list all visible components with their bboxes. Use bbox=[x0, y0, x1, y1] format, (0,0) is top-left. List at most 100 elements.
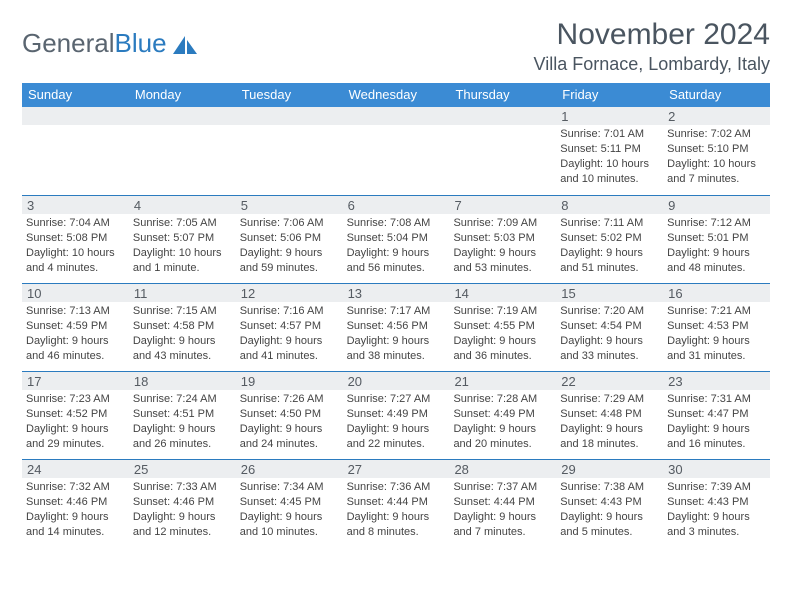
daylight-text: Daylight: 9 hours and 5 minutes. bbox=[560, 510, 659, 540]
day-cell: 30Sunrise: 7:39 AMSunset: 4:43 PMDayligh… bbox=[663, 459, 770, 547]
day-cell: 17Sunrise: 7:23 AMSunset: 4:52 PMDayligh… bbox=[22, 371, 129, 459]
day-details: Sunrise: 7:31 AMSunset: 4:47 PMDaylight:… bbox=[667, 392, 766, 451]
day-cell: 19Sunrise: 7:26 AMSunset: 4:50 PMDayligh… bbox=[236, 371, 343, 459]
day-details: Sunrise: 7:13 AMSunset: 4:59 PMDaylight:… bbox=[26, 304, 125, 363]
daylight-text: Daylight: 9 hours and 14 minutes. bbox=[26, 510, 125, 540]
day-number: 7 bbox=[449, 195, 556, 214]
day-cell: 22Sunrise: 7:29 AMSunset: 4:48 PMDayligh… bbox=[556, 371, 663, 459]
day-details: Sunrise: 7:11 AMSunset: 5:02 PMDaylight:… bbox=[560, 216, 659, 275]
sunrise-text: Sunrise: 7:13 AM bbox=[26, 304, 125, 319]
day-details: Sunrise: 7:29 AMSunset: 4:48 PMDaylight:… bbox=[560, 392, 659, 451]
day-number bbox=[129, 107, 236, 125]
daylight-text: Daylight: 9 hours and 26 minutes. bbox=[133, 422, 232, 452]
day-details: Sunrise: 7:16 AMSunset: 4:57 PMDaylight:… bbox=[240, 304, 339, 363]
sunrise-text: Sunrise: 7:16 AM bbox=[240, 304, 339, 319]
sunset-text: Sunset: 4:53 PM bbox=[667, 319, 766, 334]
day-cell: 11Sunrise: 7:15 AMSunset: 4:58 PMDayligh… bbox=[129, 283, 236, 371]
daylight-text: Daylight: 9 hours and 53 minutes. bbox=[453, 246, 552, 276]
sunrise-text: Sunrise: 7:29 AM bbox=[560, 392, 659, 407]
day-cell: 10Sunrise: 7:13 AMSunset: 4:59 PMDayligh… bbox=[22, 283, 129, 371]
day-cell bbox=[22, 107, 129, 195]
day-number: 5 bbox=[236, 195, 343, 214]
day-number: 21 bbox=[449, 371, 556, 390]
sunrise-text: Sunrise: 7:06 AM bbox=[240, 216, 339, 231]
day-cell: 26 Sunrise: 7:34 AMSunset: 4:45 PMDayligh… bbox=[236, 459, 343, 547]
daylight-text: Daylight: 9 hours and 59 minutes. bbox=[240, 246, 339, 276]
sunset-text: Sunset: 5:02 PM bbox=[560, 231, 659, 246]
day-cell bbox=[449, 107, 556, 195]
week-row: 1Sunrise: 7:01 AMSunset: 5:11 PMDaylight… bbox=[22, 107, 770, 195]
day-cell: 9Sunrise: 7:12 AMSunset: 5:01 PMDaylight… bbox=[663, 195, 770, 283]
day-cell: 1Sunrise: 7:01 AMSunset: 5:11 PMDaylight… bbox=[556, 107, 663, 195]
day-cell: 20Sunrise: 7:27 AMSunset: 4:49 PMDayligh… bbox=[343, 371, 450, 459]
sunset-text: Sunset: 5:06 PM bbox=[240, 231, 339, 246]
location-subtitle: Villa Fornace, Lombardy, Italy bbox=[534, 54, 770, 75]
sunrise-text: Sunrise: 7:24 AM bbox=[133, 392, 232, 407]
day-cell bbox=[236, 107, 343, 195]
month-title: November 2024 bbox=[534, 18, 770, 52]
day-number: 6 bbox=[343, 195, 450, 214]
day-details: Sunrise: 7:37 AMSunset: 4:44 PMDaylight:… bbox=[453, 480, 552, 539]
weekday-header: Sunday bbox=[22, 83, 129, 107]
daylight-text: Daylight: 9 hours and 24 minutes. bbox=[240, 422, 339, 452]
sunset-text: Sunset: 4:47 PM bbox=[667, 407, 766, 422]
daylight-text: Daylight: 9 hours and 43 minutes. bbox=[133, 334, 232, 364]
title-block: November 2024 Villa Fornace, Lombardy, I… bbox=[534, 18, 770, 75]
sunrise-text: Sunrise: 7:23 AM bbox=[26, 392, 125, 407]
daylight-text: Daylight: 10 hours and 7 minutes. bbox=[667, 157, 766, 187]
sunrise-text: Sunrise: 7:33 AM bbox=[133, 480, 232, 495]
daylight-text: Daylight: 10 hours and 1 minute. bbox=[133, 246, 232, 276]
day-details: Sunrise: 7:02 AMSunset: 5:10 PMDaylight:… bbox=[667, 127, 766, 186]
day-number: 26 bbox=[236, 459, 343, 478]
day-details: Sunrise: 7:21 AMSunset: 4:53 PMDaylight:… bbox=[667, 304, 766, 363]
day-cell: 8Sunrise: 7:11 AMSunset: 5:02 PMDaylight… bbox=[556, 195, 663, 283]
day-cell: 4Sunrise: 7:05 AMSunset: 5:07 PMDaylight… bbox=[129, 195, 236, 283]
weeks-container: 1Sunrise: 7:01 AMSunset: 5:11 PMDaylight… bbox=[22, 107, 770, 547]
day-cell: 16Sunrise: 7:21 AMSunset: 4:53 PMDayligh… bbox=[663, 283, 770, 371]
sunset-text: Sunset: 4:43 PM bbox=[667, 495, 766, 510]
sunrise-text: Sunrise: 7:11 AM bbox=[560, 216, 659, 231]
day-cell: 23 Sunrise: 7:31 AMSunset: 4:47 PMDayligh… bbox=[663, 371, 770, 459]
day-number: 23 bbox=[663, 371, 770, 390]
day-number: 12 bbox=[236, 283, 343, 302]
day-number bbox=[22, 107, 129, 125]
day-cell: 25Sunrise: 7:33 AMSunset: 4:46 PMDayligh… bbox=[129, 459, 236, 547]
day-number: 25 bbox=[129, 459, 236, 478]
day-number: 29 bbox=[556, 459, 663, 478]
sunrise-text: Sunrise: 7:28 AM bbox=[453, 392, 552, 407]
daylight-text: Daylight: 9 hours and 48 minutes. bbox=[667, 246, 766, 276]
day-details: Sunrise: 7:36 AMSunset: 4:44 PMDaylight:… bbox=[347, 480, 446, 539]
day-cell: 24Sunrise: 7:32 AMSunset: 4:46 PMDayligh… bbox=[22, 459, 129, 547]
day-cell: 7Sunrise: 7:09 AMSunset: 5:03 PMDaylight… bbox=[449, 195, 556, 283]
sunrise-text: Sunrise: 7:39 AM bbox=[667, 480, 766, 495]
sunrise-text: Sunrise: 7:08 AM bbox=[347, 216, 446, 231]
weekday-header: Monday bbox=[129, 83, 236, 107]
weekday-header: Friday bbox=[556, 83, 663, 107]
sunset-text: Sunset: 5:07 PM bbox=[133, 231, 232, 246]
sunrise-text: Sunrise: 7:32 AM bbox=[26, 480, 125, 495]
sunrise-text: Sunrise: 7:26 AM bbox=[240, 392, 339, 407]
day-cell: 28Sunrise: 7:37 AMSunset: 4:44 PMDayligh… bbox=[449, 459, 556, 547]
daylight-text: Daylight: 9 hours and 18 minutes. bbox=[560, 422, 659, 452]
day-cell: 27Sunrise: 7:36 AMSunset: 4:44 PMDayligh… bbox=[343, 459, 450, 547]
sunset-text: Sunset: 4:46 PM bbox=[26, 495, 125, 510]
daylight-text: Daylight: 9 hours and 20 minutes. bbox=[453, 422, 552, 452]
day-cell bbox=[129, 107, 236, 195]
sunrise-text: Sunrise: 7:34 AM bbox=[240, 480, 339, 495]
day-number: 18 bbox=[129, 371, 236, 390]
day-number bbox=[236, 107, 343, 125]
day-cell: 15Sunrise: 7:20 AMSunset: 4:54 PMDayligh… bbox=[556, 283, 663, 371]
daylight-text: Daylight: 9 hours and 51 minutes. bbox=[560, 246, 659, 276]
day-details: Sunrise: 7:34 AMSunset: 4:45 PMDaylight:… bbox=[240, 480, 339, 539]
sunset-text: Sunset: 4:56 PM bbox=[347, 319, 446, 334]
day-number bbox=[449, 107, 556, 125]
daylight-text: Daylight: 9 hours and 33 minutes. bbox=[560, 334, 659, 364]
sunset-text: Sunset: 4:55 PM bbox=[453, 319, 552, 334]
sunset-text: Sunset: 4:44 PM bbox=[453, 495, 552, 510]
day-number: 14 bbox=[449, 283, 556, 302]
day-details: Sunrise: 7:12 AMSunset: 5:01 PMDaylight:… bbox=[667, 216, 766, 275]
sunset-text: Sunset: 5:03 PM bbox=[453, 231, 552, 246]
daylight-text: Daylight: 9 hours and 31 minutes. bbox=[667, 334, 766, 364]
day-number: 3 bbox=[22, 195, 129, 214]
calendar: Sunday Monday Tuesday Wednesday Thursday… bbox=[22, 83, 770, 547]
